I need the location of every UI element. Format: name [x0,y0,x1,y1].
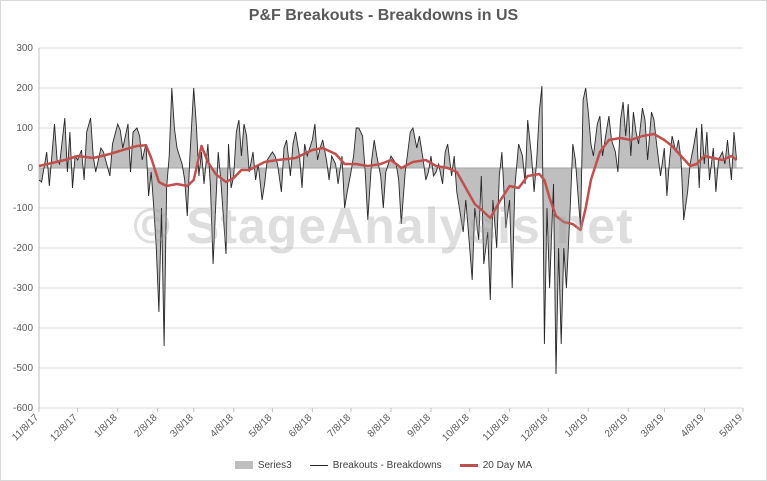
breakouts-breakdowns-line [38,85,738,375]
x-tick-label-9: 8/8/18 [366,412,394,440]
x-tick-label-0: 11/8/17 [10,412,41,443]
y-tick-label-7: -400 [13,323,33,334]
legend-label-series3: Series3 [257,459,292,471]
x-tick-label-10: 9/8/18 [406,412,434,440]
y-tick-label-9: -600 [13,403,33,414]
x-tick-label-1: 12/8/17 [48,412,80,444]
x-tick-label-6: 5/8/18 [247,412,275,440]
x-tick-label-3: 2/8/18 [132,412,160,440]
legend-item-ma: 20 Day MA [459,459,533,471]
legend-label-ma: 20 Day MA [482,459,533,471]
y-tick-label-3: 0 [27,163,33,174]
x-tick-label-4: 3/8/18 [168,412,196,440]
x-tick-label-8: 7/8/18 [326,412,354,440]
y-tick-label-4: -100 [13,203,33,214]
y-tick-label-8: -500 [13,363,33,374]
x-tick-label-7: 6/8/18 [287,412,315,440]
x-tick-label-13: 12/8/18 [519,412,551,444]
legend-swatch-line [309,464,328,466]
y-tick-label-5: -200 [13,243,33,254]
legend-swatch-area [234,461,253,469]
x-tick-label-14: 1/8/19 [563,412,591,440]
legend-item-breakouts: Breakouts - Breakdowns [309,459,442,471]
y-tick-label-1: 200 [16,83,33,94]
y-tick-label-6: -300 [13,283,33,294]
x-tick-label-5: 4/8/18 [208,412,236,440]
x-tick-label-17: 4/8/19 [679,412,707,440]
x-tick-label-11: 10/8/18 [440,412,472,444]
x-tick-label-16: 3/8/19 [639,412,667,440]
legend-swatch-ma [459,463,478,467]
x-tick-label-18: 5/8/19 [718,412,746,440]
x-tick-label-2: 1/8/18 [92,412,120,440]
legend: Series3 Breakouts - Breakdowns 20 Day MA [1,458,766,472]
ma-20-day-line [38,132,738,232]
legend-item-series3: Series3 [234,459,292,471]
x-tick-label-15: 2/8/19 [603,412,631,440]
legend-label-breakouts: Breakouts - Breakdowns [332,459,442,471]
chart-title: P&F Breakouts - Breakdowns in US [248,7,519,24]
y-tick-label-0: 300 [16,43,33,54]
x-tick-label-12: 11/8/18 [481,412,512,443]
y-tick-label-2: 100 [16,123,33,134]
